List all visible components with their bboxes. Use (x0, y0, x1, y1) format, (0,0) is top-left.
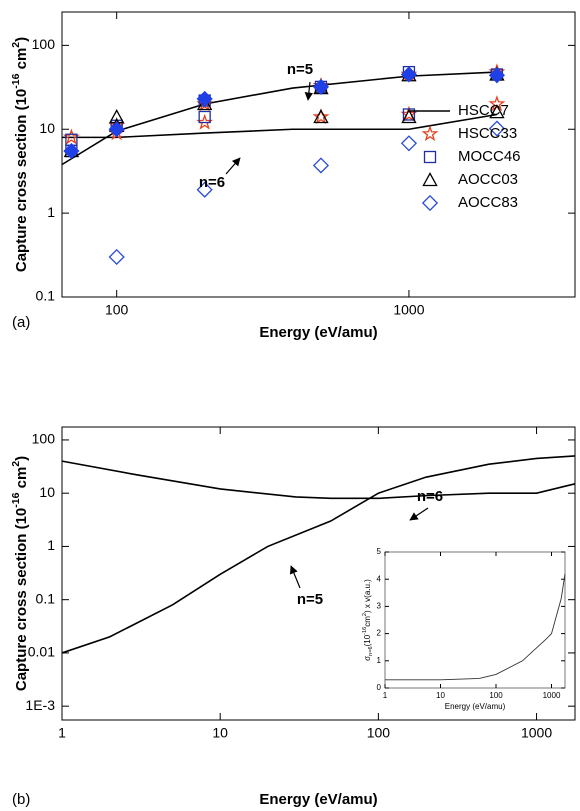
y-axis-label-part: ) x v(a.u.) (363, 579, 372, 613)
y-tick-label: 1 (377, 656, 382, 665)
marker-triangle (489, 104, 505, 119)
y-tick-label: 4 (377, 574, 382, 583)
y-tick-label: 1 (47, 537, 55, 553)
x-tick-label: 1000 (521, 725, 552, 741)
line (385, 573, 566, 681)
annotation: n=6 (417, 488, 443, 505)
y-tick-label: 1 (47, 204, 55, 220)
legend-marker (421, 194, 439, 212)
line (61, 455, 576, 654)
x-tick-label: 1 (383, 691, 388, 700)
marker-square (402, 108, 416, 121)
marker-diamond (488, 67, 505, 84)
legend-label: MOCC46 (458, 148, 521, 165)
panel: 100 1000 0.1 1 10 100 Energy (eV/amu) Capture c… (10, 11, 576, 341)
marker-diamond (196, 90, 213, 107)
y-axis-label-part: Capture cross section (10 (13, 89, 30, 272)
marker-diamond (196, 181, 213, 198)
marker-diamond (312, 78, 330, 95)
marker-diamond (488, 120, 505, 137)
x-axis-label: Energy (eV/amu) (445, 702, 506, 711)
x-tick-label: 1 (58, 725, 66, 741)
legend-label: HSCC33 (458, 125, 517, 142)
x-tick-label: 10 (212, 725, 228, 741)
line (61, 460, 576, 500)
legend-label: AOCC03 (458, 171, 518, 188)
legend-label: HSCC7 (458, 102, 509, 119)
y-axis-label: Capture cross section (10-16 cm2) (10, 37, 30, 272)
marker-diamond (63, 142, 80, 160)
y-tick-label: 10 (39, 120, 55, 136)
marker-square (198, 110, 211, 124)
legend-label: AOCC83 (458, 194, 518, 211)
marker-diamond (400, 135, 418, 152)
y-tick-label: 5 (377, 547, 382, 556)
legend-marker (422, 172, 438, 187)
y-axis-label-part: ) (13, 37, 30, 42)
x-tick-label: 100 (489, 691, 503, 700)
annotation-arrow (289, 565, 301, 589)
y-tick-label: 2 (377, 629, 382, 638)
y-axis-label-part: 2 (10, 42, 22, 48)
y-axis-label-part: 2 (10, 461, 22, 467)
y-tick-label: 3 (377, 602, 382, 611)
y-axis-label-part: n=6 (368, 646, 374, 656)
panel-label: (a) (12, 314, 30, 331)
x-tick-label: 1000 (393, 302, 424, 318)
plot-frame (384, 551, 566, 689)
marker-diamond (400, 66, 418, 83)
y-axis-label-part: -16 (10, 73, 22, 88)
annotation: n=6 (199, 174, 225, 191)
marker-diamond (108, 248, 125, 266)
x-axis-label: Energy (eV/amu) (259, 791, 377, 808)
legend-marker (423, 150, 437, 164)
y-tick-label: 0 (377, 683, 382, 692)
y-tick-label: 100 (32, 36, 56, 52)
legend-marker (421, 125, 439, 142)
annotation: n=5 (297, 591, 323, 608)
y-axis-label-part: cm (363, 616, 372, 627)
y-axis-label-part: cm (13, 48, 30, 74)
y-axis-label: σn=6(10-16cm2) x v(a.u.) (362, 579, 374, 661)
y-tick-label: 100 (32, 431, 56, 447)
panel-label: (b) (12, 791, 30, 808)
annotation-arrow (304, 81, 314, 101)
y-tick-label: 0.1 (36, 590, 56, 606)
marker-triangle (401, 109, 417, 124)
x-tick-label: 10 (436, 691, 445, 700)
y-axis-label-part: ) (13, 456, 30, 461)
y-axis-label-part: -16 (362, 627, 368, 635)
y-tick-label: 0.01 (28, 644, 55, 660)
marker-diamond (312, 157, 330, 174)
y-tick-label: 1E-3 (25, 697, 55, 713)
y-tick-label: 10 (39, 484, 55, 500)
annotation-arrow (409, 507, 429, 521)
y-axis-label-part: -16 (10, 492, 22, 507)
y-axis-label-part: (10 (363, 634, 372, 646)
y-tick-label: 0.1 (36, 288, 56, 304)
marker-star (312, 108, 330, 125)
y-axis-label-part: cm (13, 467, 30, 493)
x-tick-label: 1000 (543, 691, 561, 700)
x-axis-label: Energy (eV/amu) (259, 324, 377, 341)
x-tick-label: 100 (367, 725, 391, 741)
y-axis-label-part: σ (363, 656, 372, 661)
line (62, 113, 498, 139)
annotation-arrow (225, 157, 241, 175)
marker-diamond (108, 121, 125, 138)
marker-triangle (313, 109, 329, 124)
plot-frame (61, 11, 576, 298)
y-axis-label-part: Capture cross section (10 (13, 508, 30, 691)
y-axis-label-part: 2 (362, 613, 368, 616)
annotation: n=5 (287, 61, 313, 78)
y-axis-label: Capture cross section (10-16 cm2) (10, 456, 30, 691)
x-tick-label: 100 (105, 302, 129, 318)
